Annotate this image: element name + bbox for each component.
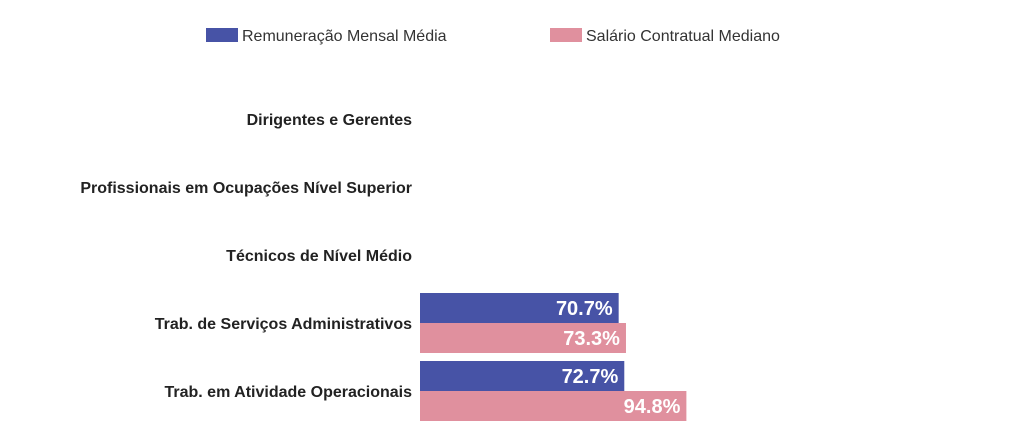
category-label-tecnicos-de-nivel-medio: Técnicos de Nível Médio	[226, 248, 412, 265]
category-label-dirigentes-e-gerentes: Dirigentes e Gerentes	[247, 112, 413, 129]
category-label-profissionais-em-ocupacoes-nivel-superior: Profissionais em Ocupações Nível Superio…	[80, 180, 412, 197]
category-label-trab-em-atividade-operacionais: Trab. em Atividade Operacionais	[165, 384, 413, 401]
data-label-remuneracao-mensal-media-trab-de-servicos-administrativos: 70.7%	[556, 298, 613, 320]
legend-label-salario: Salário Contratual Mediano	[586, 28, 780, 45]
legend-swatch-salario	[550, 28, 582, 42]
bar-remuneracao-mensal-media-trab-de-servicos-administrativos	[420, 293, 619, 323]
data-label-salario-contratual-mediano-trab-de-servicos-administrativos: 73.3%	[563, 328, 620, 350]
bar-salario-contratual-mediano-trab-de-servicos-administrativos	[420, 323, 626, 353]
data-label-remuneracao-mensal-media-trab-em-atividade-operacionais: 72.7%	[562, 366, 619, 388]
legend-label-remuneracao: Remuneração Mensal Média	[242, 28, 447, 45]
bar-remuneracao-mensal-media-trab-em-atividade-operacionais	[420, 361, 625, 391]
category-label-trab-de-servicos-administrativos: Trab. de Serviços Administrativos	[155, 316, 412, 333]
legend-swatch-remuneracao	[206, 28, 238, 42]
bar-salario-contratual-mediano-trab-em-atividade-operacionais	[420, 391, 687, 421]
bars	[420, 293, 687, 421]
data-label-salario-contratual-mediano-trab-em-atividade-operacionais: 94.8%	[624, 396, 681, 418]
legend: Remuneração Mensal Média Salário Contrat…	[206, 28, 780, 45]
data-labels: 70.7% 73.3% 72.7%94.8%	[556, 298, 681, 418]
category-axis-labels: Dirigentes e Gerentes Profissionais em Oc…	[80, 112, 412, 401]
